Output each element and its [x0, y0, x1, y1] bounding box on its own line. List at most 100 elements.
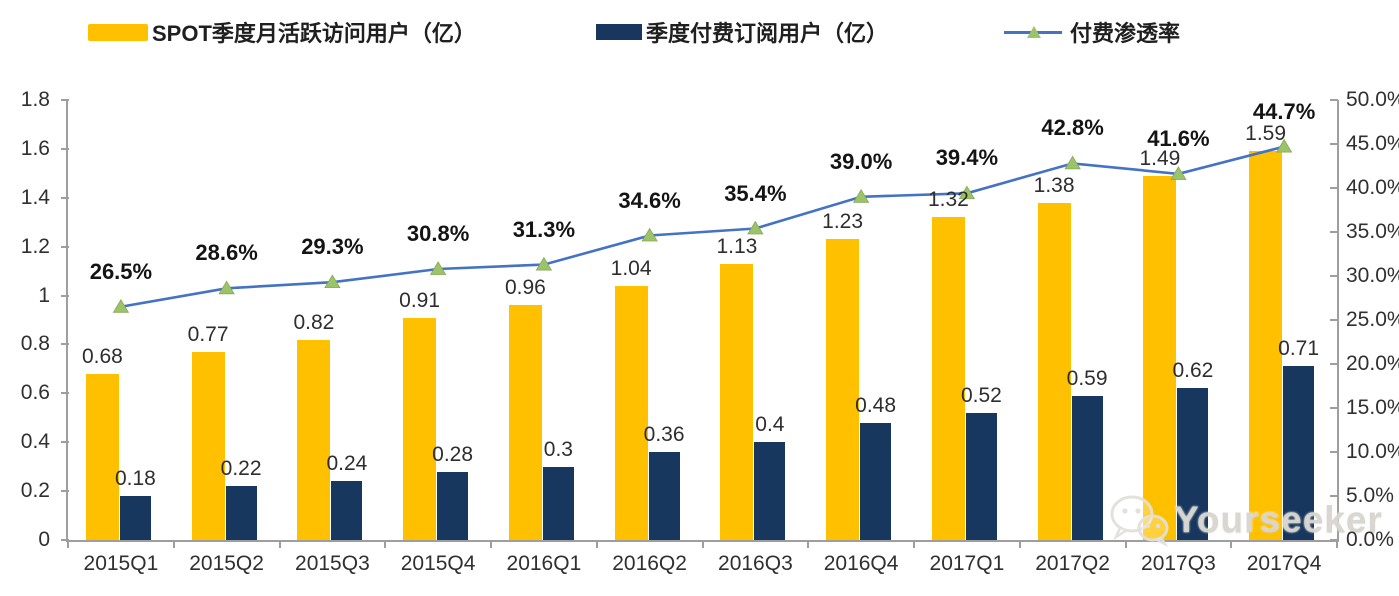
- triangle-marker-icon: [218, 280, 235, 295]
- penetration-label: 31.3%: [512, 216, 576, 242]
- triangle-marker-icon: [1064, 155, 1081, 170]
- legend-item-penetration: 付费渗透率: [1004, 18, 1180, 46]
- penetration-label: 35.4%: [724, 180, 787, 206]
- x-axis-tick: [913, 540, 915, 548]
- penetration-label: 41.6%: [1147, 125, 1210, 151]
- right-axis-tick-label: 35.0%: [1346, 220, 1399, 243]
- triangle-marker-icon: [535, 256, 553, 271]
- right-axis-tick-label: 30.0%: [1346, 264, 1399, 287]
- subs-value-label: 0.52: [960, 383, 1002, 407]
- watermark: Yourseeker: [1108, 492, 1383, 548]
- subs-value-label: 0.71: [1278, 337, 1320, 361]
- mau-bar: [931, 217, 965, 540]
- x-category-label: 2016Q3: [718, 552, 793, 575]
- subs-value-label: 0.48: [855, 393, 897, 417]
- x-category-label: 2017Q3: [1141, 552, 1216, 575]
- left-axis-tick: [61, 294, 69, 297]
- legend-label-penetration: 付费渗透率: [1070, 21, 1181, 46]
- left-axis-tick: [61, 343, 69, 346]
- x-axis-tick: [595, 540, 598, 548]
- left-axis-tick: [61, 99, 69, 101]
- mau-bar: [297, 339, 331, 540]
- mau-legend-swatch: [88, 23, 148, 41]
- left-axis-tick-label: 1: [38, 283, 50, 307]
- x-category-label: 2015Q3: [295, 552, 370, 575]
- subs-bar: [965, 412, 997, 540]
- left-axis-tick-label: 0: [38, 528, 50, 551]
- right-axis-tick-label: 45.0%: [1346, 132, 1399, 155]
- right-axis-tick-label: 40.0%: [1346, 176, 1399, 199]
- watermark-text: Yourseeker: [1174, 499, 1383, 540]
- mau-value-label: 0.96: [504, 276, 546, 300]
- right-axis-tick-label: 50.0%: [1346, 88, 1399, 111]
- mau-value-label: 0.91: [399, 288, 441, 312]
- x-axis-tick: [278, 540, 281, 548]
- right-axis-tick: [1330, 275, 1338, 277]
- subs-value-label: 0.3: [543, 437, 573, 461]
- triangle-marker-icon: [958, 185, 976, 200]
- subs-value-label: 0.36: [643, 423, 685, 446]
- mau-value-label: 0.68: [81, 344, 123, 368]
- left-axis-tick-label: 1.6: [20, 136, 50, 160]
- subs-bar: [860, 422, 892, 540]
- penetration-label: 28.6%: [195, 240, 258, 266]
- left-axis-tick: [61, 392, 69, 395]
- right-axis-tick: [1330, 539, 1338, 541]
- penetration-label: 26.5%: [89, 258, 153, 284]
- triangle-marker-icon: [1170, 166, 1187, 180]
- x-category-label: 2015Q4: [400, 552, 476, 575]
- subs-value-label: 0.24: [326, 452, 368, 476]
- subs-bar: [437, 471, 469, 540]
- subs-value-label: 0.28: [432, 442, 474, 466]
- mau-bar: [403, 317, 437, 540]
- triangle-marker-icon: [1275, 138, 1293, 153]
- triangle-marker-icon: [641, 227, 658, 242]
- subs-legend-swatch: [596, 24, 642, 40]
- penetration-legend-marker: [1004, 24, 1062, 40]
- penetration-label: 34.6%: [618, 187, 681, 213]
- right-axis-tick: [1330, 143, 1338, 145]
- subs-bar: [331, 481, 363, 540]
- right-axis-tick-label: 20.0%: [1346, 352, 1399, 375]
- x-axis-tick: [172, 540, 175, 548]
- triangle-marker-icon: [1027, 26, 1041, 38]
- triangle-marker-icon: [429, 261, 447, 275]
- right-axis-tick-label: 15.0%: [1346, 396, 1399, 419]
- mau-value-label: 1.49: [1139, 146, 1181, 170]
- x-axis-tick: [1124, 540, 1127, 548]
- subs-value-label: 0.62: [1172, 359, 1214, 383]
- mau-value-label: 1.04: [610, 256, 652, 280]
- x-axis-tick: [67, 540, 69, 548]
- x-axis-tick: [490, 540, 492, 548]
- left-axis-tick: [61, 539, 69, 541]
- subs-bar: [1071, 395, 1103, 540]
- mau-bar: [85, 373, 119, 540]
- subs-bar: [225, 486, 257, 540]
- triangle-marker-icon: [112, 299, 130, 313]
- subs-bar: [542, 466, 574, 540]
- mau-value-label: 0.77: [187, 322, 229, 346]
- mau-value-label: 1.59: [1245, 122, 1287, 146]
- mau-bar: [826, 239, 860, 540]
- right-axis-tick-label: 0.0%: [1346, 528, 1394, 551]
- x-axis-tick: [807, 540, 810, 548]
- penetration-label: 42.8%: [1041, 115, 1104, 141]
- penetration-line: [112, 138, 1293, 313]
- legend-item-subs: 季度付费订阅用户（亿）: [596, 18, 888, 46]
- mau-value-label: 1.23: [822, 210, 864, 234]
- penetration-label: 39.4%: [935, 145, 999, 171]
- legend-label-mau: SPOT季度月活跃访问用户（亿）: [152, 21, 476, 46]
- subs-bar: [119, 496, 151, 540]
- left-axis-tick: [61, 147, 69, 150]
- x-axis-tick: [1230, 540, 1233, 548]
- left-axis-tick: [61, 490, 69, 493]
- mau-bar: [720, 263, 754, 540]
- left-axis-tick: [61, 441, 69, 444]
- triangle-marker-icon: [747, 220, 764, 235]
- left-axis-tick: [61, 245, 69, 248]
- subs-bar: [1283, 366, 1315, 540]
- left-axis-tick-label: 0.8: [20, 332, 50, 356]
- wechat-icon: [1110, 495, 1169, 547]
- x-category-label: 2017Q2: [1035, 552, 1110, 575]
